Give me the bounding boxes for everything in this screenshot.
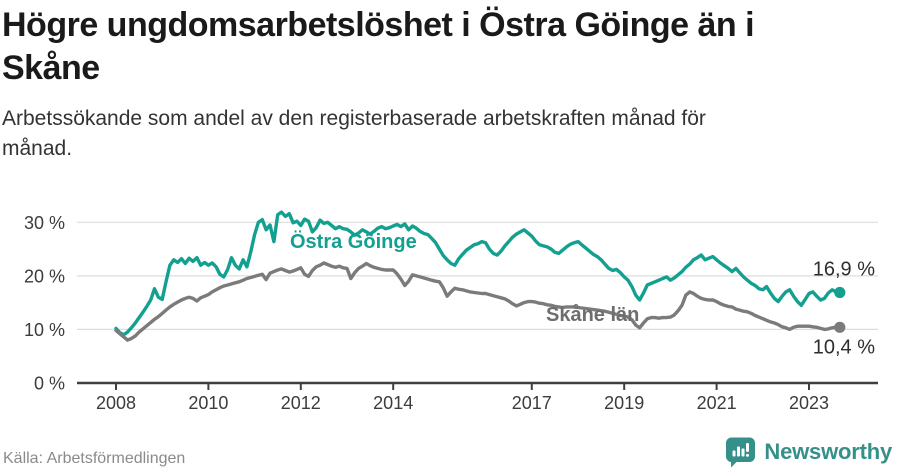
y-tick-label: 30 % [24, 213, 65, 233]
newsworthy-bubble-chart-icon [726, 437, 756, 468]
subtitle-line-1: Arbetssökande som andel av den registerb… [2, 107, 706, 130]
series-end-value-label: 10,4 % [813, 336, 875, 358]
series-line-skane-lan [114, 261, 842, 342]
y-tick-label: 10 % [24, 320, 65, 340]
page-title: Högre ungdomsarbetslöshet i Östra Göinge… [2, 4, 898, 90]
x-tick-label: 2010 [188, 393, 228, 413]
chart-subtitle: Arbetssökande som andel av den registerb… [2, 104, 898, 164]
series-end-value-label: 16,9 % [813, 259, 875, 281]
series-inline-label: Östra Göinge [290, 230, 417, 253]
newsworthy-wordmark: Newsworthy [764, 439, 892, 464]
y-tick-label: 20 % [24, 266, 65, 286]
x-tick-label: 2019 [604, 393, 644, 413]
x-tick-label: 2023 [789, 393, 829, 413]
line-chart: 0 % 10 % 20 % 30 % 2008 2010 2012 2014 2017 2019 2… [24, 210, 878, 413]
title-line-2: Skåne [2, 49, 100, 87]
title-line-1: Högre ungdomsarbetslöshet i Östra Göinge… [2, 6, 755, 44]
series-end-dot [834, 286, 846, 299]
chart-header: Högre ungdomsarbetslöshet i Östra Göinge… [2, 4, 898, 164]
y-tick-label: 0 % [34, 374, 65, 394]
x-tick-label: 2012 [281, 393, 321, 413]
x-tick-label: 2008 [96, 393, 136, 413]
series-end-dot [834, 321, 846, 333]
x-tick-label: 2017 [512, 393, 552, 413]
subtitle-line-2: månad. [2, 137, 73, 160]
x-tick-label: 2014 [373, 393, 413, 413]
series-inline-label: Skåne län [546, 303, 639, 326]
source-note: Källa: Arbetsförmedlingen [3, 450, 186, 467]
x-tick-label: 2021 [697, 393, 737, 413]
series-line-ostra-goinge [114, 210, 842, 337]
newsworthy-logo[interactable]: Newsworthy [725, 436, 892, 468]
